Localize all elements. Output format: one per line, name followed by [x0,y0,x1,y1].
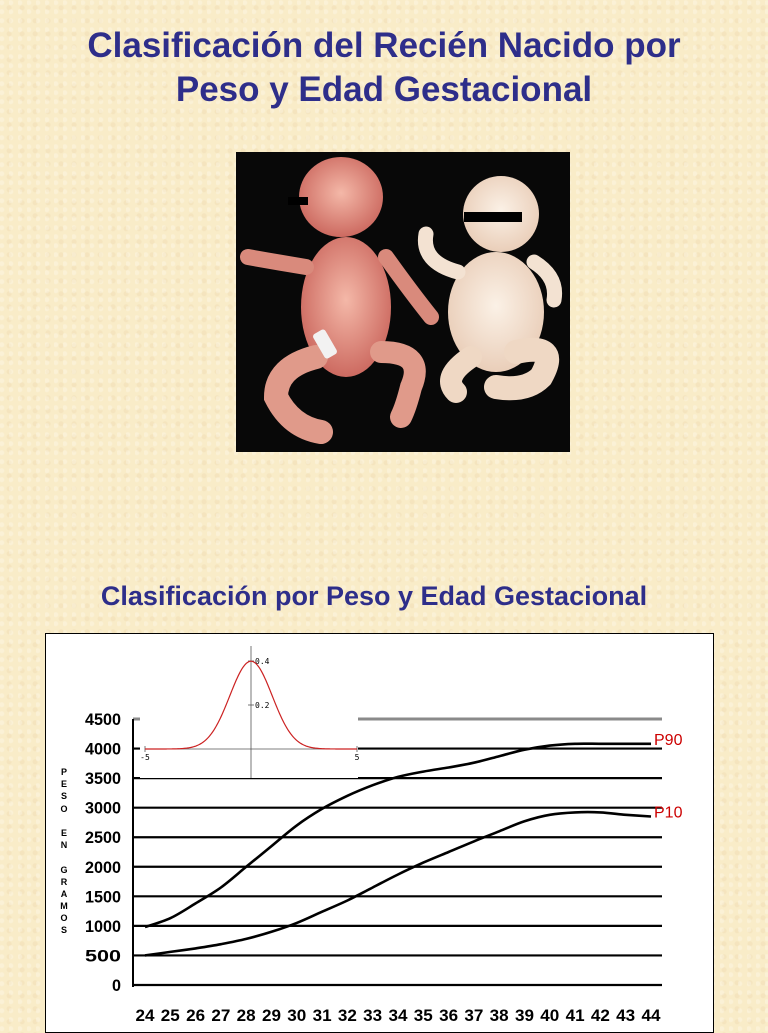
x-tick-label-39: 39 [515,1006,534,1024]
slide-title-line2: Peso y Edad Gestacional [175,70,593,109]
y-axis-label-char: S [60,791,67,802]
y-axis-label-char: O [60,913,68,924]
y-tick-label-2500: 2500 [85,828,121,847]
newborn-babies-photo [236,152,570,452]
x-tick-label-43: 43 [616,1006,635,1024]
y-axis-label-char [57,815,71,827]
x-tick-label-24: 24 [136,1006,156,1024]
y-axis-label-char: S [60,925,67,936]
inset-x-tick-label-0: -5 [140,753,150,762]
baby-left-head [299,157,383,237]
y-tick-label-3000: 3000 [85,799,121,818]
x-tick-label-28: 28 [237,1006,256,1024]
x-tick-label-29: 29 [262,1006,281,1024]
x-tick-label-32: 32 [338,1006,357,1024]
y-axis-label-char: N [60,840,68,851]
x-tick-label-30: 30 [287,1006,306,1024]
x-tick-label-26: 26 [186,1006,205,1024]
x-tick-label-25: 25 [161,1006,180,1024]
newborn-babies-illustration [236,152,570,452]
x-tick-label-36: 36 [439,1006,458,1024]
y-axis-label-char: M [60,901,68,912]
y-tick-label-1500: 1500 [85,887,121,906]
x-tick-label-37: 37 [464,1006,483,1024]
y-axis-label-char: R [60,876,68,887]
series-label-p90: P90 [654,732,683,749]
y-tick-label-3500: 3500 [85,769,121,788]
y-tick-label-4500: 4500 [85,710,121,729]
y-tick-label-4000: 4000 [85,740,121,759]
y-tick-label-2000: 2000 [85,858,121,877]
x-tick-label-44: 44 [642,1006,662,1024]
y-axis-label-char: E [60,779,67,790]
y-tick-label-500: 500 [85,946,121,965]
y-axis-label-char: P [60,767,67,777]
inset-normal-curve [145,660,357,750]
x-tick-label-34: 34 [389,1006,409,1024]
series-line-p90 [144,742,651,929]
series-label-p10: P10 [654,805,683,822]
x-tick-label-31: 31 [313,1006,332,1024]
inset-y-tick-label-0: 0.4 [255,657,270,666]
series-line-p10 [144,810,652,957]
x-tick-label-27: 27 [211,1006,230,1024]
x-tick-label-42: 42 [591,1006,610,1024]
y-axis-label-char: A [60,888,68,899]
slide-title: Clasificación del Recién Nacido por Peso… [0,24,768,112]
x-tick-label-41: 41 [566,1006,585,1024]
chart-heading: Clasificación por Peso y Edad Gestaciona… [100,581,648,611]
inset-background [140,645,358,778]
x-tick-label-35: 35 [414,1006,433,1024]
inset-x-tick-label-1: 5 [355,753,360,762]
y-axis-label-char: G [60,864,68,875]
y-axis-label-char [57,851,71,863]
y-tick-label-1000: 1000 [85,917,121,936]
inset-y-tick-label-1: 0.2 [255,701,270,710]
x-tick-label-33: 33 [363,1006,382,1024]
y-tick-label-0: 0 [112,976,121,995]
slide-title-line1: Clasificación del Recién Nacido por [87,26,681,65]
y-axis-label-char: O [60,803,68,814]
y-axis-label-char: E [60,827,67,838]
x-tick-label-38: 38 [490,1006,509,1024]
x-tick-label-40: 40 [540,1006,559,1024]
